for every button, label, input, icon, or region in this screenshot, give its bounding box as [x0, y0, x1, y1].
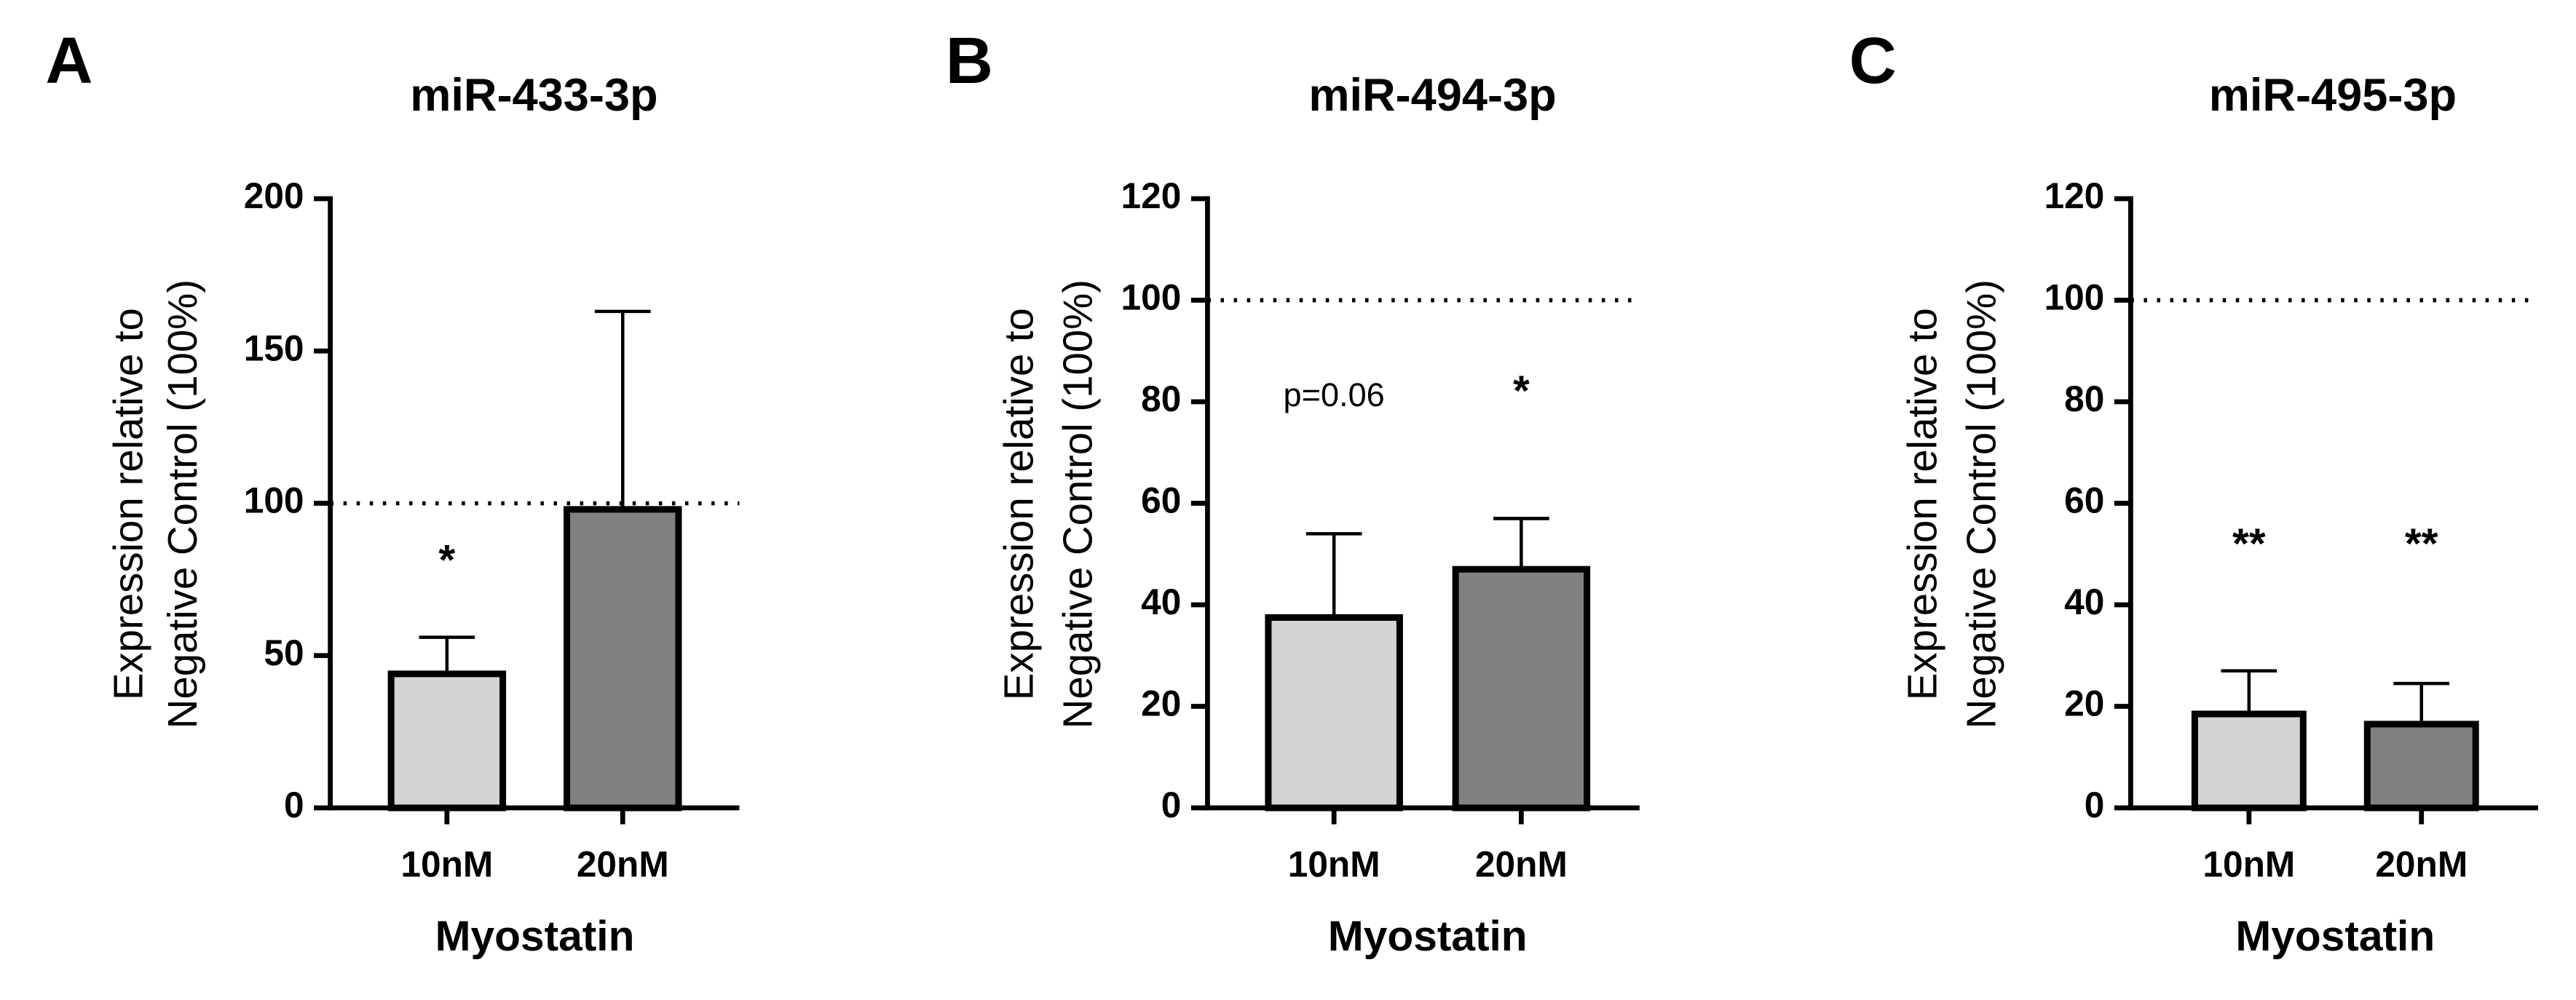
y-tick-label: 0: [2085, 785, 2105, 825]
y-tick-label: 120: [1121, 175, 1182, 216]
annotation: **: [2232, 520, 2266, 568]
y-tick-label: 40: [1141, 582, 1181, 622]
y-axis-label: Negative Control (100%): [1959, 279, 2004, 729]
x-tick-label: 20nM: [1475, 844, 1568, 884]
y-tick-label: 20: [1141, 683, 1181, 724]
x-tick-label: 20nM: [577, 844, 669, 884]
annotation: *: [1513, 368, 1530, 415]
y-tick-label: 60: [1141, 480, 1181, 521]
y-tick-label: 40: [2064, 582, 2104, 622]
annotation: *: [438, 536, 455, 584]
panel-label: A: [45, 24, 92, 98]
y-axis-label: Negative Control (100%): [1055, 279, 1101, 729]
bar: [564, 506, 682, 811]
x-tick-label: 20nM: [2375, 844, 2468, 884]
y-axis-label: Expression relative to: [106, 308, 151, 700]
y-axis-label: Expression relative to: [995, 308, 1041, 700]
x-axis-label: Myostatin: [1328, 913, 1528, 960]
x-tick-label: 10nM: [1288, 844, 1380, 884]
x-tick-label: 10nM: [400, 844, 493, 884]
y-tick-label: 80: [2064, 378, 2104, 419]
bar: [1452, 566, 1591, 811]
bar: [1265, 614, 1403, 811]
y-tick-label: 60: [2064, 480, 2104, 521]
chart-title: miR-494-3p: [1308, 70, 1556, 121]
panel-label: B: [946, 24, 993, 98]
y-tick-label: 200: [244, 175, 304, 216]
bar: [387, 670, 507, 811]
y-tick-label: 120: [2044, 175, 2104, 216]
x-axis-label: Myostatin: [2235, 913, 2435, 960]
panel-label: C: [1849, 24, 1897, 98]
y-axis-label: Expression relative to: [1899, 308, 1945, 700]
chart-title: miR-433-3p: [410, 70, 657, 121]
x-axis-label: Myostatin: [435, 913, 635, 960]
y-tick-label: 80: [1141, 378, 1181, 419]
y-axis-label: Negative Control (100%): [159, 279, 205, 729]
annotation: p=0.06: [1284, 376, 1385, 413]
y-tick-label: 0: [1161, 785, 1182, 825]
y-tick-label: 20: [2064, 683, 2104, 724]
bar: [2191, 710, 2307, 811]
x-tick-label: 10nM: [2202, 844, 2295, 884]
annotation: **: [2405, 520, 2438, 568]
chart-title: miR-495-3p: [2209, 70, 2457, 121]
y-tick-label: 150: [244, 328, 304, 368]
y-tick-label: 100: [1121, 277, 1182, 318]
y-tick-label: 50: [264, 632, 304, 673]
y-tick-label: 100: [2044, 277, 2104, 318]
y-tick-label: 100: [244, 480, 304, 521]
bar: [2363, 721, 2479, 811]
y-tick-label: 0: [284, 785, 304, 825]
